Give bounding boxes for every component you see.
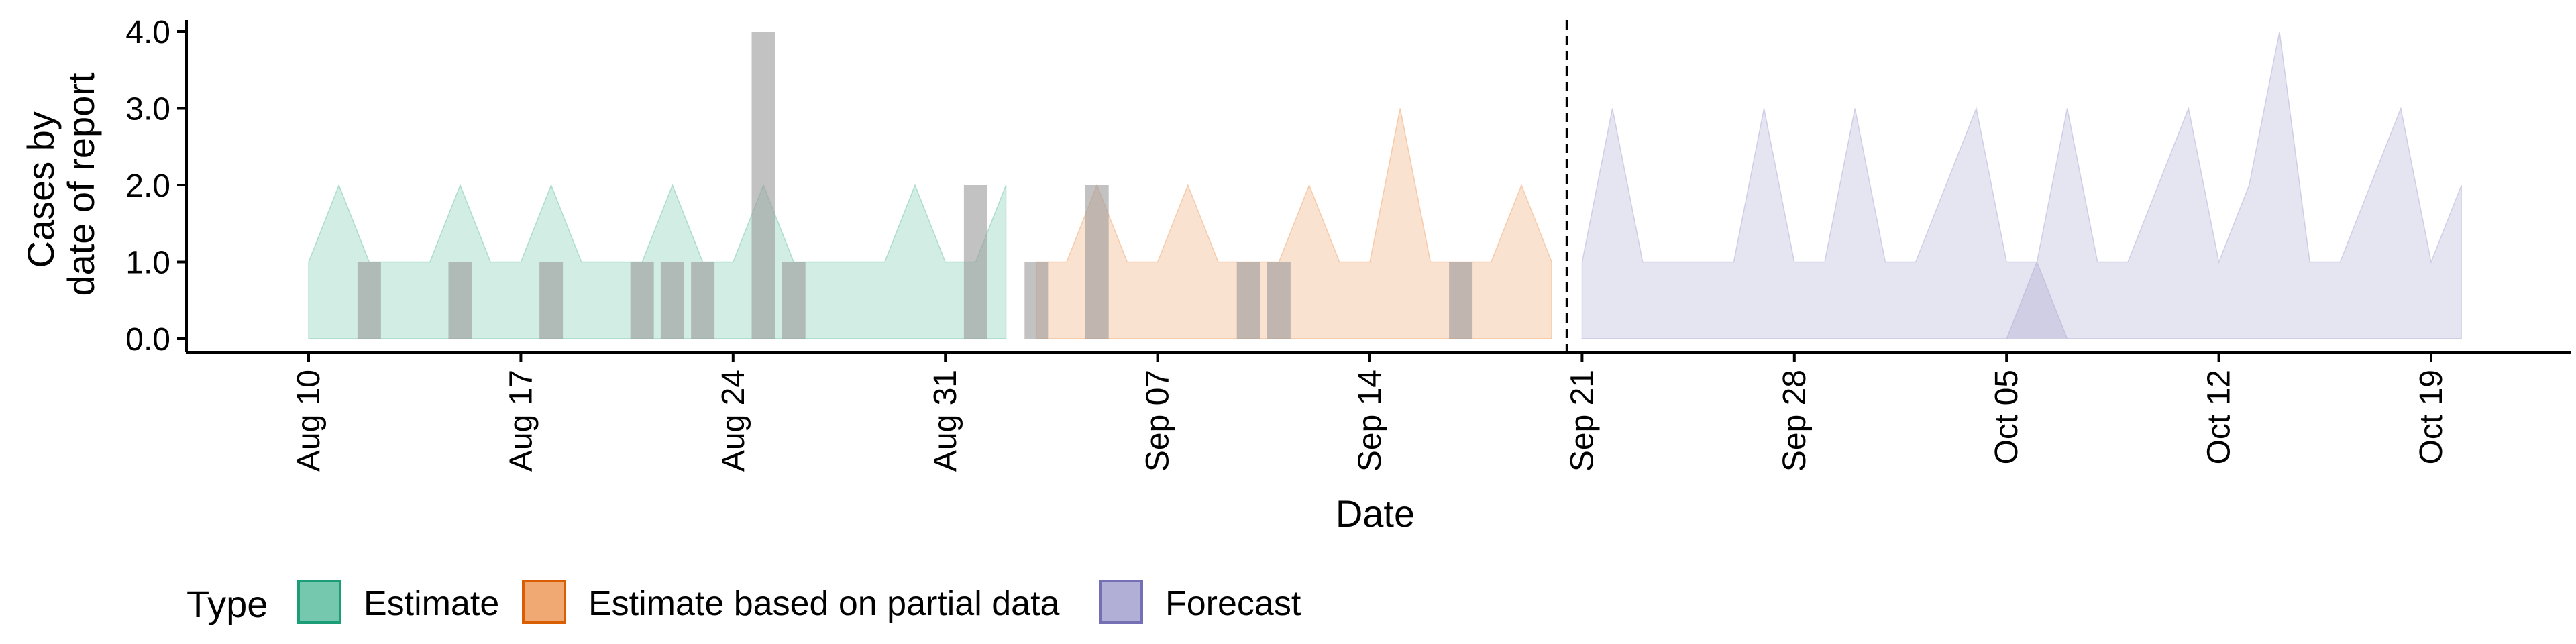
y-axis-title: Cases by date of report [19, 72, 102, 297]
x-tick-label: Aug 24 [716, 370, 751, 472]
reported-case-bar [691, 262, 715, 339]
x-tick-label: Oct 05 [1989, 370, 2025, 464]
x-tick-label: Aug 17 [503, 370, 539, 472]
reported-case-bar [1024, 262, 1049, 339]
reported-case-bar [1236, 262, 1260, 339]
area-series-2 [1581, 31, 2462, 339]
area-series-inner-band [2006, 262, 2068, 339]
x-tick-label: Sep 28 [1777, 370, 1813, 472]
reported-case-bar [630, 262, 654, 339]
legend-title: Type [186, 583, 268, 625]
estimate-areas [308, 31, 2462, 339]
x-axis-title: Date [1336, 492, 1415, 535]
reported-case-bar [357, 262, 381, 339]
reported-case-bar [1449, 262, 1473, 339]
reported-case-bar [963, 185, 987, 339]
y-axis-title-line-1: Cases by [19, 111, 62, 268]
x-tick-label: Oct 12 [2202, 370, 2237, 464]
reported-case-bar [751, 32, 775, 339]
legend-items: Estimate Estimate based on partial data Fo… [297, 580, 1301, 624]
x-axis-ticks: Aug 10 Aug 17 Aug 24 Aug 31 Sep 07 Sep 14 Sep … [291, 352, 2449, 472]
y-tick-label: 2.0 [125, 168, 170, 204]
reported-case-bar [448, 262, 472, 339]
y-tick-label: 3.0 [125, 92, 170, 127]
legend-swatch [522, 580, 566, 624]
y-tick-label: 4.0 [125, 15, 170, 50]
legend-label: Forecast [1165, 584, 1301, 623]
y-tick-label: 0.0 [125, 322, 170, 358]
legend: Type Estimate Estimate based on partial d… [186, 580, 1301, 625]
x-tick-label: Aug 10 [291, 370, 327, 472]
reported-case-bar [539, 262, 564, 339]
legend-swatch [1099, 580, 1143, 624]
reported-case-bar [660, 262, 684, 339]
legend-label: Estimate based on partial data [588, 584, 1060, 623]
reported-case-bars [357, 32, 1473, 339]
legend-label: Estimate [364, 584, 499, 623]
x-tick-label: Sep 07 [1140, 370, 1176, 472]
x-tick-label: Sep 14 [1352, 370, 1388, 472]
reported-case-bar [1267, 262, 1291, 339]
reported-case-bar [1085, 185, 1109, 339]
area-series-1 [1036, 108, 1552, 339]
reported-case-bar [782, 262, 806, 339]
x-tick-label: Oct 19 [2414, 370, 2449, 464]
y-axis-ticks: 0.0 1.0 2.0 3.0 4.0 [125, 15, 186, 358]
y-axis-title-line-2: date of report [60, 72, 102, 297]
x-tick-label: Sep 21 [1564, 370, 1600, 472]
legend-swatch [297, 580, 341, 624]
y-tick-label: 1.0 [125, 246, 170, 281]
x-tick-label: Aug 31 [928, 370, 963, 472]
area-series-0 [308, 183, 1007, 339]
